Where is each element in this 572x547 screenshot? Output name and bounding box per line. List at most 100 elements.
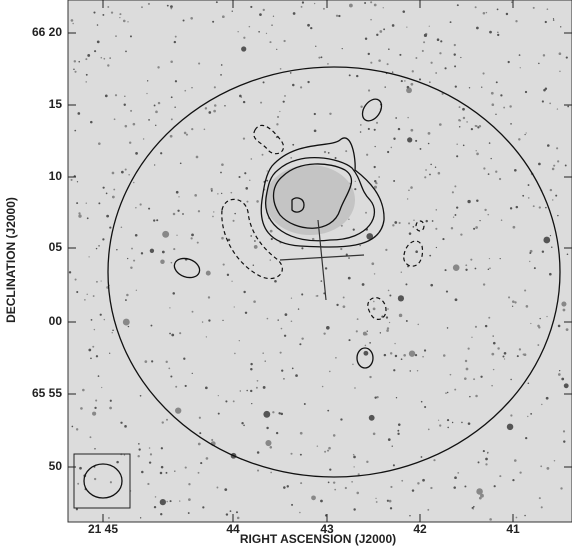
star xyxy=(146,92,148,95)
star xyxy=(161,421,164,424)
star xyxy=(179,162,182,165)
star xyxy=(373,3,377,7)
star xyxy=(525,436,528,440)
star xyxy=(95,247,98,250)
star xyxy=(198,62,201,65)
star xyxy=(427,508,430,511)
star xyxy=(190,237,193,240)
star xyxy=(322,7,325,10)
star xyxy=(556,147,559,150)
star xyxy=(111,171,115,175)
star xyxy=(135,207,137,209)
star xyxy=(122,19,126,23)
star xyxy=(368,414,375,421)
star xyxy=(393,179,396,182)
star xyxy=(184,384,187,388)
star xyxy=(103,318,106,321)
star xyxy=(357,473,360,476)
star xyxy=(482,449,485,453)
star xyxy=(197,210,201,213)
star xyxy=(513,459,517,462)
star xyxy=(169,500,172,503)
star xyxy=(359,244,361,247)
star xyxy=(149,248,155,253)
star xyxy=(185,133,189,136)
y-tick-label: 65 55 xyxy=(32,386,62,400)
star xyxy=(108,517,110,519)
star xyxy=(471,336,473,338)
star xyxy=(121,170,124,174)
star xyxy=(86,293,88,296)
star xyxy=(398,313,403,318)
star xyxy=(327,481,330,484)
star xyxy=(241,421,244,425)
star xyxy=(465,367,469,371)
star xyxy=(157,101,161,105)
star xyxy=(123,103,126,106)
star xyxy=(382,7,384,9)
star xyxy=(125,299,127,301)
star xyxy=(271,24,273,26)
star xyxy=(129,35,132,38)
star xyxy=(366,233,374,240)
star xyxy=(78,212,81,215)
star xyxy=(453,486,456,489)
star xyxy=(252,264,255,266)
star xyxy=(73,60,77,63)
star xyxy=(160,447,164,450)
star xyxy=(375,501,378,503)
star xyxy=(256,451,260,454)
star xyxy=(283,39,286,43)
star xyxy=(239,94,242,98)
star xyxy=(250,367,253,371)
star xyxy=(360,124,362,126)
star xyxy=(295,374,298,377)
star xyxy=(551,167,555,171)
star xyxy=(171,333,175,337)
star xyxy=(71,425,74,428)
star xyxy=(453,43,456,47)
star xyxy=(503,106,506,109)
star xyxy=(74,278,77,281)
star xyxy=(299,453,302,456)
star xyxy=(475,150,477,152)
star xyxy=(353,455,356,459)
star xyxy=(485,457,488,461)
star xyxy=(157,66,160,69)
star xyxy=(446,327,449,329)
star xyxy=(485,11,488,14)
star xyxy=(173,247,176,251)
star xyxy=(557,324,561,328)
star xyxy=(397,432,400,436)
star xyxy=(315,295,317,297)
star xyxy=(275,431,279,435)
star xyxy=(406,198,409,200)
star xyxy=(423,41,426,44)
contour xyxy=(361,98,383,122)
star xyxy=(148,119,150,121)
star xyxy=(480,375,483,378)
star xyxy=(279,110,281,113)
star xyxy=(403,353,406,357)
star xyxy=(511,300,515,303)
star xyxy=(510,1,513,4)
star xyxy=(165,360,168,364)
star xyxy=(491,352,495,356)
star xyxy=(220,64,223,66)
star xyxy=(427,142,430,145)
star xyxy=(258,30,260,33)
star xyxy=(155,110,158,114)
star xyxy=(452,264,460,272)
star xyxy=(460,56,462,59)
star xyxy=(453,53,456,56)
star xyxy=(419,147,422,150)
star xyxy=(202,506,205,509)
star xyxy=(130,266,133,270)
star xyxy=(524,90,528,94)
star xyxy=(336,303,339,307)
star xyxy=(402,10,406,13)
star xyxy=(446,391,449,394)
star xyxy=(217,193,219,195)
star xyxy=(297,308,300,310)
star xyxy=(560,487,563,490)
